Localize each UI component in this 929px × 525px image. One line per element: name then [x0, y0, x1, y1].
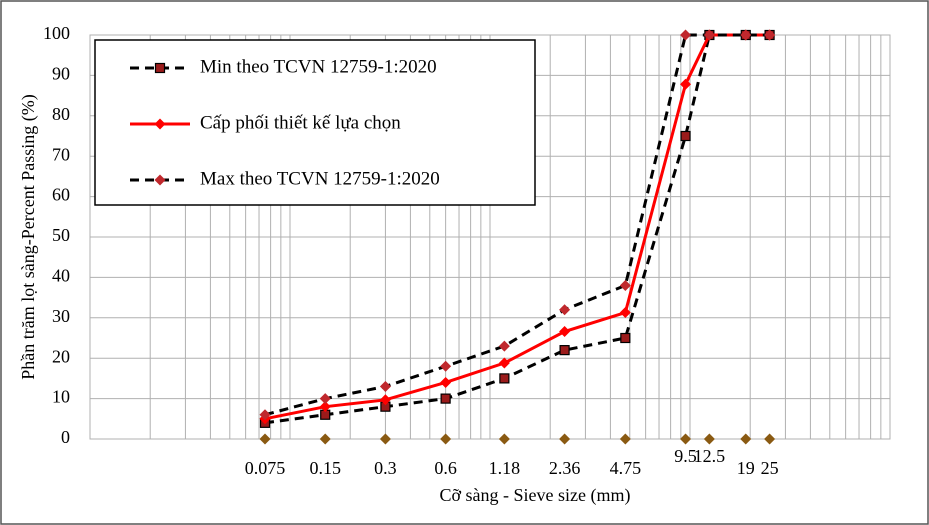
marker	[680, 29, 692, 41]
plot-border	[89, 34, 891, 440]
marker	[440, 360, 452, 372]
x-tick-label: 0.15	[309, 458, 341, 478]
x-tick-label: 0.3	[374, 458, 397, 478]
marker	[740, 433, 752, 445]
marker	[559, 304, 571, 316]
marker	[319, 433, 331, 445]
legend-label: Max theo TCVN 12759-1:2020	[200, 168, 440, 189]
y-tick-label: 80	[52, 104, 70, 124]
y-tick-label: 40	[52, 266, 70, 286]
x-tick-label: 12.5	[694, 446, 726, 466]
marker	[740, 29, 752, 41]
y-tick-label: 100	[43, 23, 70, 43]
marker	[703, 433, 715, 445]
y-tick-label: 10	[52, 387, 70, 407]
y-tick-label: 70	[52, 144, 70, 164]
y-tick-label: 30	[52, 306, 70, 326]
marker	[680, 433, 692, 445]
marker	[559, 326, 571, 338]
marker	[379, 380, 391, 392]
marker	[620, 332, 631, 344]
marker	[319, 401, 331, 413]
marker	[680, 130, 691, 142]
y-tick-label: 60	[52, 185, 70, 205]
marker	[319, 393, 331, 405]
legend: Min theo TCVN 12759-1:2020 Cấp phối thiết…	[94, 39, 536, 206]
marker	[498, 433, 510, 445]
x-tick-label: 25	[761, 458, 779, 478]
marker	[619, 279, 631, 291]
marker	[440, 376, 452, 388]
marker	[619, 433, 631, 445]
x-tick-label: 1.18	[489, 458, 521, 478]
marker	[154, 118, 166, 130]
marker	[440, 393, 451, 404]
marker	[619, 307, 631, 319]
y-axis-label: Phần trăm lọt sàng-Percent Passing (%)	[18, 94, 39, 379]
x-tick-label: 9.5	[674, 446, 697, 466]
marker	[703, 29, 715, 41]
marker	[440, 433, 452, 445]
marker	[379, 394, 391, 406]
marker	[764, 433, 776, 445]
marker	[764, 29, 776, 41]
marker	[379, 433, 391, 445]
x-tick-label: 2.36	[549, 458, 581, 478]
marker	[498, 357, 510, 369]
marker	[259, 409, 271, 421]
marker	[154, 62, 166, 74]
plot: 0.075 0.15 0.3 0.6 1.18 2.36 4.75 9.512.5 19 25	[245, 29, 779, 478]
x-tick-label: 19	[737, 458, 755, 478]
x-tick-label: 4.75	[610, 458, 642, 478]
marker	[154, 174, 166, 186]
marker	[559, 345, 570, 356]
x-tick-label: 0.6	[434, 458, 457, 478]
marker	[680, 78, 692, 90]
y-tick-label: 20	[52, 346, 70, 366]
x-axis-label: Cỡ sàng - Sieve size (mm)	[440, 485, 631, 506]
marker	[259, 433, 271, 445]
legend-label: Cấp phối thiết kế lựa chọn	[200, 112, 401, 133]
marker	[498, 340, 510, 352]
y-tick-label: 90	[52, 64, 70, 84]
marker	[499, 373, 510, 384]
y-tick-label: 50	[52, 225, 70, 245]
y-tick-label: 0	[61, 427, 70, 447]
marker	[559, 433, 571, 445]
legend-label: Min theo TCVN 12759-1:2020	[200, 56, 437, 77]
x-tick-label: 0.075	[245, 458, 286, 478]
